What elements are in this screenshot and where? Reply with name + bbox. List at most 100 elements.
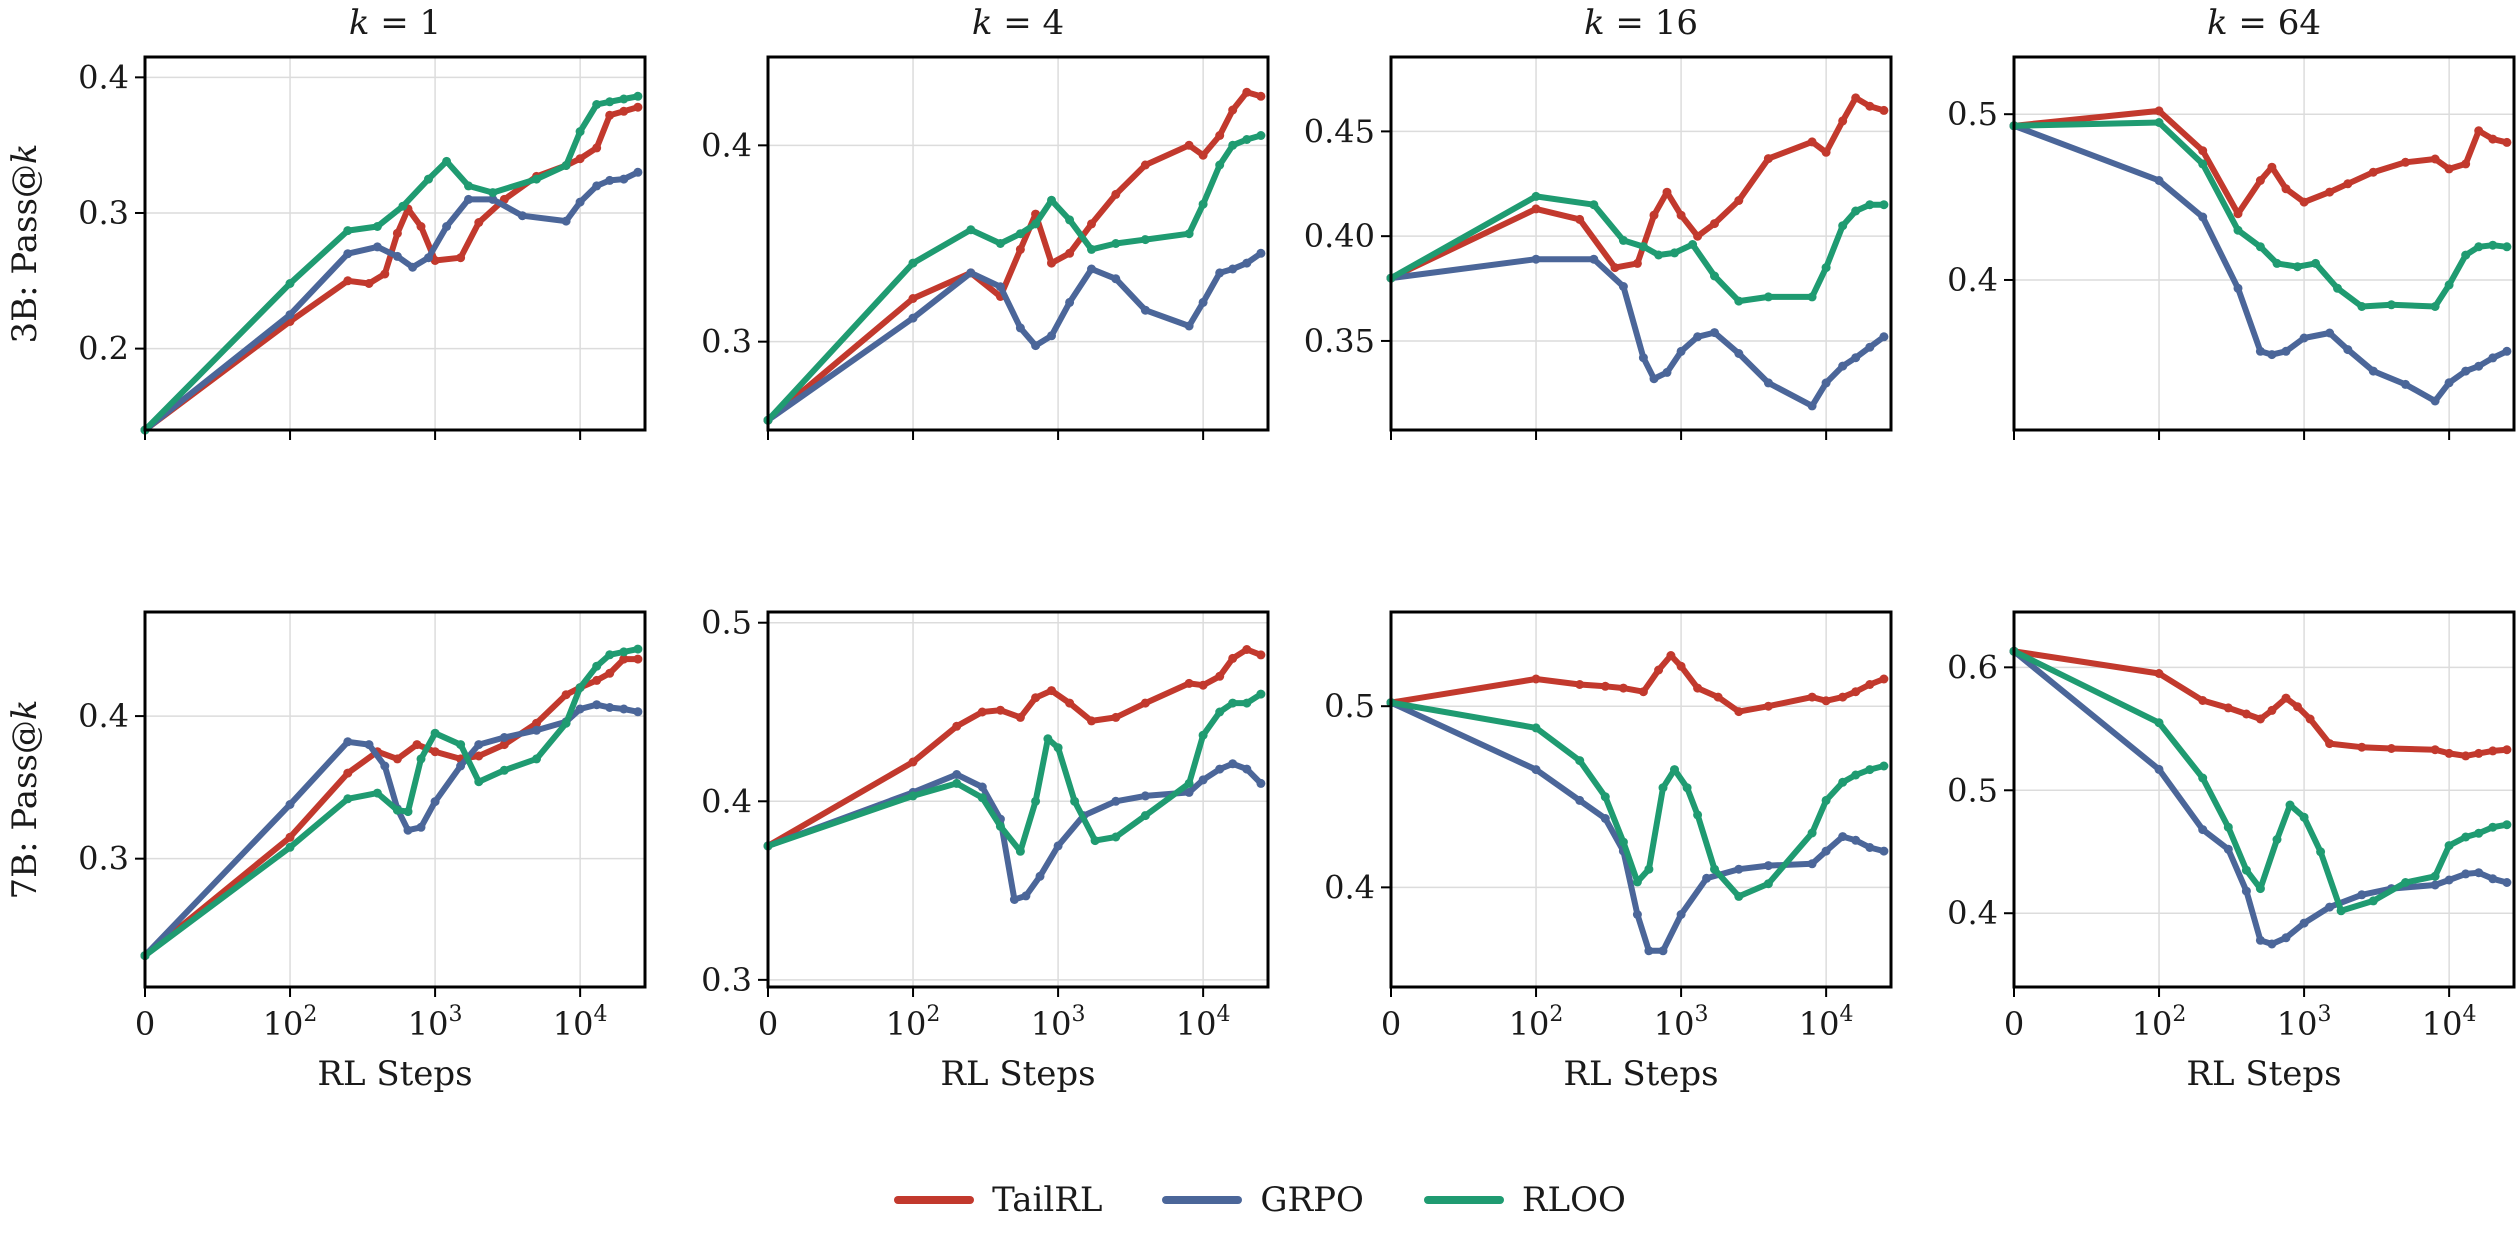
data-point-grpo	[464, 194, 473, 204]
data-point-rloo	[995, 239, 1005, 248]
data-point-rloo	[1763, 879, 1773, 889]
data-point-rloo	[1851, 206, 1861, 216]
data-point-grpo	[2281, 346, 2291, 356]
data-point-rloo	[1090, 836, 1100, 846]
data-point-tailrl	[2198, 696, 2208, 705]
data-point-tailrl	[2154, 106, 2164, 116]
data-point-rloo	[2444, 280, 2454, 290]
legend-item-tailrl: TailRL	[894, 1180, 1102, 1220]
subplot-title-value: = 4	[992, 3, 1064, 43]
data-point-rloo	[2488, 822, 2498, 832]
y-tick-label: 0.4	[78, 697, 129, 735]
x-tick-label: 0	[1381, 1005, 1401, 1043]
data-point-grpo	[1710, 328, 1719, 338]
data-point-grpo	[1256, 778, 1266, 788]
data-point-tailrl	[1734, 707, 1744, 717]
data-point-grpo	[364, 740, 374, 750]
data-point-tailrl	[633, 102, 643, 112]
subplot-7: 0 102 103 104 0.4 0.5 RL Steps	[1324, 610, 1893, 1094]
data-point-grpo	[575, 197, 585, 207]
data-point-tailrl	[1654, 665, 1664, 675]
data-point-rloo	[908, 791, 918, 801]
x-tick-label-exponent: 3	[1694, 1002, 1708, 1027]
data-point-rloo	[2154, 118, 2164, 127]
data-point-rloo	[2293, 262, 2302, 272]
data-point-grpo	[605, 175, 615, 185]
data-point-grpo	[2154, 176, 2164, 185]
data-point-tailrl	[2502, 137, 2512, 147]
data-point-grpo	[442, 222, 452, 231]
data-point-tailrl	[1851, 93, 1861, 103]
data-point-rloo	[1043, 734, 1053, 744]
data-point-tailrl	[1734, 196, 1744, 205]
data-point-grpo	[403, 825, 413, 835]
data-point-rloo	[619, 94, 629, 104]
data-point-tailrl	[456, 253, 466, 263]
data-point-tailrl	[1228, 653, 1238, 663]
data-point-tailrl	[2255, 176, 2265, 185]
data-point-tailrl	[2357, 742, 2367, 752]
series-line-rloo	[142, 93, 641, 433]
subplot-title: k = 16	[1584, 3, 1698, 43]
y-tick-label: 0.4	[1947, 894, 1998, 932]
data-point-grpo	[1531, 765, 1541, 775]
data-point-rloo	[1632, 877, 1642, 887]
data-point-grpo	[343, 249, 353, 259]
subplot-title: k = 1	[349, 3, 441, 43]
data-point-grpo	[2267, 939, 2277, 949]
data-point-rloo	[2357, 302, 2367, 311]
data-point-rloo	[1838, 777, 1848, 787]
x-axis-label: RL Steps	[2186, 1054, 2341, 1094]
y-tick-label: 0.4	[701, 126, 752, 164]
y-tick-label: 0.6	[1947, 648, 1998, 686]
data-point-grpo	[1228, 759, 1238, 769]
y-axis-label-variable: k	[5, 143, 45, 164]
data-point-tailrl	[1632, 258, 1642, 268]
data-point-rloo	[1198, 199, 1208, 209]
data-point-tailrl	[412, 740, 422, 750]
data-point-grpo	[1879, 846, 1889, 856]
data-point-grpo	[633, 167, 643, 177]
data-point-grpo	[2444, 378, 2454, 388]
subplot-4: 0.4 0.5 k = 64	[1947, 3, 2516, 440]
data-point-grpo	[1821, 846, 1831, 856]
data-point-grpo	[1693, 332, 1703, 342]
data-point-tailrl	[532, 718, 541, 728]
data-point-grpo	[1807, 859, 1817, 869]
axes-frame	[2012, 610, 2516, 989]
data-point-grpo	[1575, 795, 1585, 805]
data-point-grpo	[1676, 910, 1686, 919]
data-point-grpo	[1638, 353, 1648, 363]
data-point-tailrl	[2241, 709, 2251, 719]
data-point-rloo	[605, 97, 615, 107]
y-tick-label: 0.3	[78, 194, 129, 232]
data-point-tailrl	[1610, 263, 1620, 273]
data-point-rloo	[1047, 195, 1056, 205]
data-point-rloo	[2241, 865, 2251, 875]
x-axis-label: RL Steps	[1563, 1054, 1718, 1094]
data-point-grpo	[392, 251, 402, 261]
data-point-grpo	[1644, 946, 1654, 956]
data-point-rloo	[285, 842, 295, 852]
data-point-tailrl	[1879, 674, 1889, 684]
data-point-grpo	[1763, 861, 1773, 871]
data-point-grpo	[424, 253, 433, 263]
x-tick-label-exponent: 3	[448, 1002, 462, 1027]
data-point-rloo	[1242, 698, 1252, 708]
data-point-grpo	[2502, 346, 2512, 356]
series-line-rloo	[1388, 193, 1887, 305]
data-point-grpo	[2267, 350, 2277, 360]
data-point-grpo	[416, 822, 426, 832]
data-point-rloo	[416, 754, 426, 764]
subplot-title-variable: k	[1584, 3, 1605, 43]
data-point-tailrl	[1031, 693, 1041, 703]
data-point-tailrl	[2488, 746, 2498, 756]
data-point-grpo	[2233, 283, 2243, 293]
data-point-tailrl	[1215, 671, 1225, 681]
x-tick-label: 0	[135, 1005, 155, 1043]
data-point-rloo	[1638, 242, 1648, 252]
data-point-rloo	[1589, 200, 1599, 210]
data-point-grpo	[430, 797, 440, 807]
data-point-rloo	[1734, 891, 1744, 901]
y-tick-label: 0.3	[701, 323, 752, 361]
